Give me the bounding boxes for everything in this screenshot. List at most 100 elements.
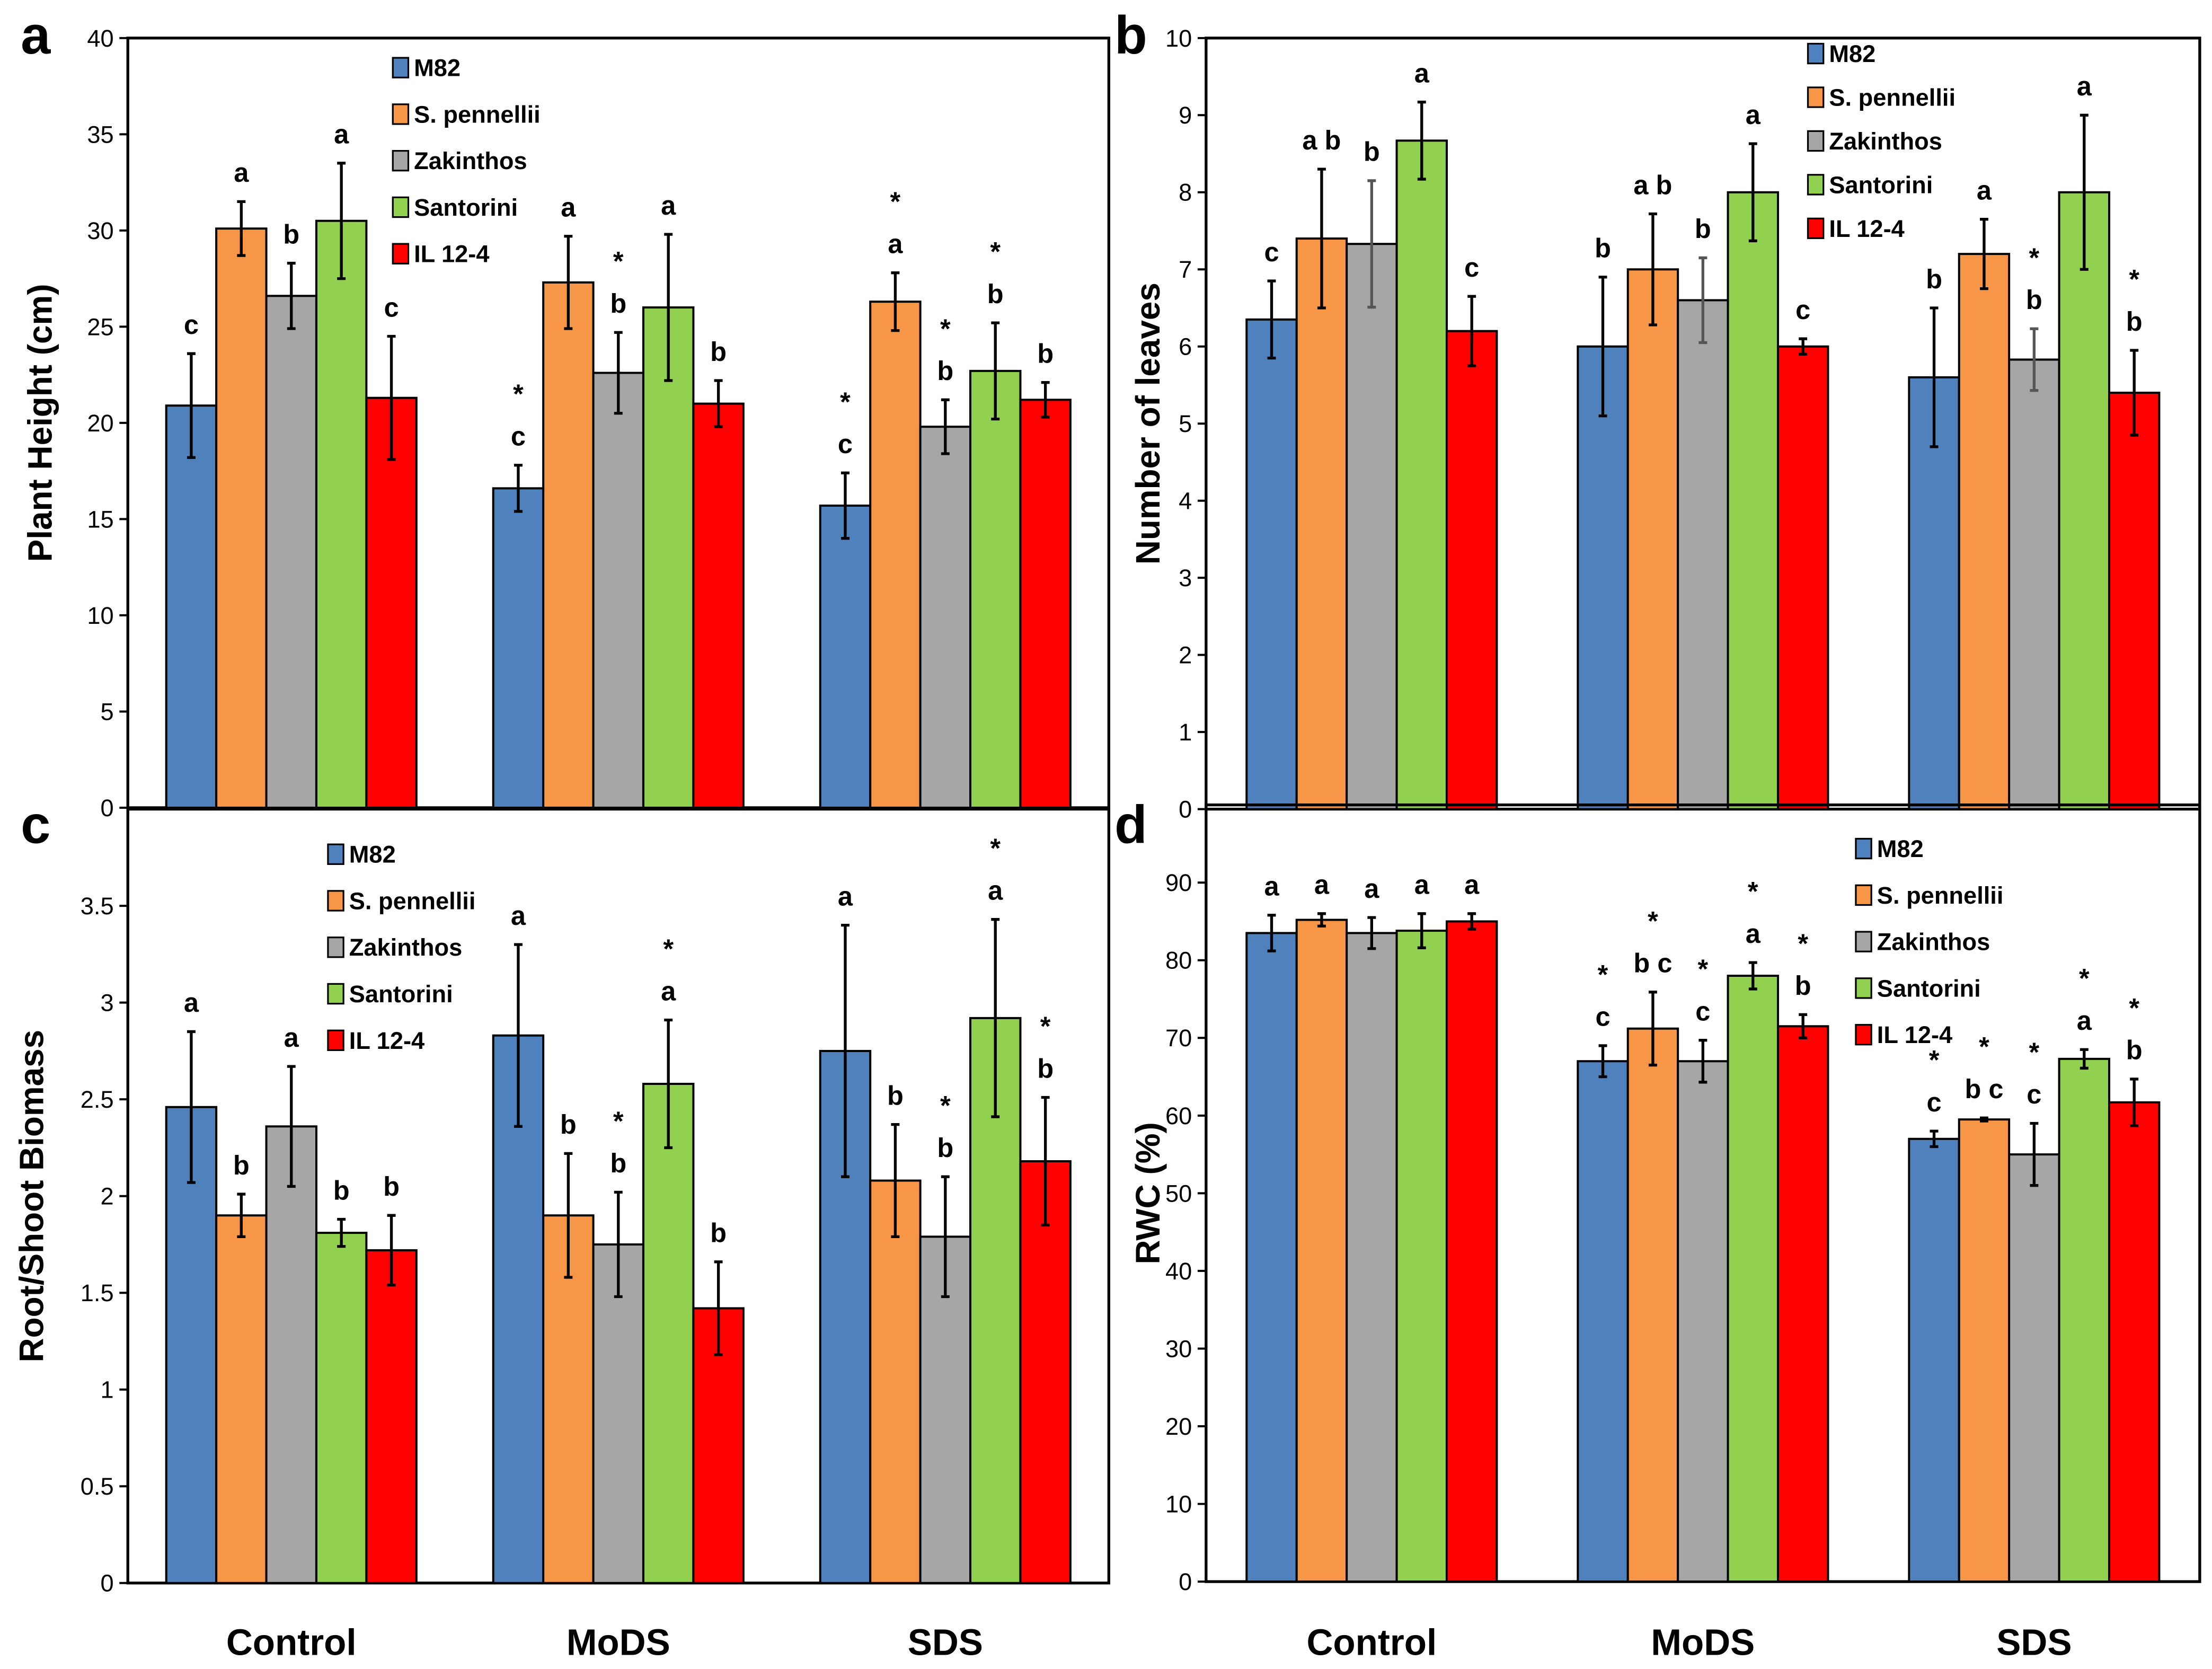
significance-asterisk: * (1598, 959, 1608, 990)
bar-il-12-4 (692, 402, 745, 809)
legend-swatch (392, 57, 410, 78)
y-tick-label: 5 (1179, 410, 1192, 437)
significance-letter: a (661, 190, 676, 220)
significance-asterisk: * (663, 933, 674, 964)
legend-swatch (327, 890, 344, 912)
y-tick-label: 20 (87, 410, 113, 437)
bar-m82 (492, 487, 545, 809)
significance-asterisk: * (940, 1090, 951, 1120)
y-tick-label: 20 (1165, 1413, 1192, 1440)
bar-m82 (1577, 1060, 1629, 1583)
bar-zakinthos (2008, 358, 2060, 810)
significance-asterisk: * (890, 187, 901, 217)
y-tick-label: 25 (87, 313, 113, 340)
panel-letter: c (21, 795, 50, 854)
bar-il-12-4 (365, 1249, 418, 1584)
legend-swatch (327, 1029, 344, 1052)
category-label: SDS (908, 1621, 983, 1663)
significance-letter: b (937, 356, 953, 386)
significance-letter: c (1464, 252, 1479, 282)
significance-asterisk: * (1648, 906, 1658, 936)
bar-santorini (642, 306, 695, 809)
bar-il-12-4 (1776, 1025, 1829, 1583)
significance-letter: c (384, 292, 399, 322)
significance-asterisk: * (940, 313, 951, 343)
bar-s-pennellii (542, 281, 595, 809)
bar-il-12-4 (1776, 345, 1829, 810)
legend-label: S. pennellii (414, 101, 541, 128)
significance-letter: b (987, 279, 1004, 309)
legend-label: IL 12-4 (414, 241, 489, 268)
y-tick-label: 80 (1165, 947, 1192, 974)
bar-santorini (1727, 975, 1779, 1583)
y-tick-label: 3 (100, 990, 113, 1017)
significance-asterisk: * (1929, 1045, 1940, 1075)
y-tick-label: 10 (1165, 25, 1192, 52)
significance-letter: a (1264, 871, 1279, 902)
legend-swatch (1807, 130, 1825, 152)
y-tick-label: 1 (100, 1376, 113, 1403)
significance-letter: c (1695, 996, 1710, 1026)
legend-swatch (1855, 884, 1872, 906)
y-tick-label: 5 (100, 698, 113, 725)
bar-s-pennellii (1626, 1027, 1679, 1583)
significance-letter: b (1037, 338, 1054, 368)
panel-a: a 0 5 10 15 20 25 30 35 40 Plant Height (cm) c a b a c c… (21, 6, 1110, 822)
significance-letter: a (1414, 58, 1430, 88)
bar-zakinthos (1677, 299, 1729, 810)
significance-letter: b (2126, 1035, 2143, 1065)
panel-letter: d (1114, 795, 1147, 854)
significance-asterisk: * (513, 379, 524, 409)
bar-santorini (1395, 139, 1448, 810)
bar-il-12-4 (2108, 1101, 2161, 1583)
significance-letter: b (383, 1171, 400, 1202)
significance-letter: b (2026, 285, 2042, 315)
y-tick-label: 60 (1165, 1102, 1192, 1129)
significance-letter: c (511, 421, 526, 452)
legend-swatch (1855, 977, 1872, 999)
legend-label: S. pennellii (349, 887, 476, 914)
significance-asterisk: * (1040, 1011, 1051, 1041)
y-axis-label: Root/Shoot Biomass (13, 1030, 51, 1363)
legend-label: M82 (1829, 40, 1875, 67)
significance-letter: b c (1633, 948, 1672, 978)
y-tick-label: 30 (1165, 1335, 1192, 1362)
legend-label: M82 (414, 55, 461, 82)
bar-s-pennellii (1958, 253, 2011, 810)
bar-m82 (1577, 345, 1629, 810)
legend-label: Santorini (349, 981, 453, 1008)
bar-santorini (642, 1082, 695, 1584)
bar-il-12-4 (2108, 392, 2161, 810)
significance-letter: a (1414, 870, 1430, 900)
bar-zakinthos (919, 426, 972, 809)
legend-swatch (392, 243, 410, 264)
category-label: MoDS (1651, 1621, 1755, 1663)
legend-label: M82 (349, 841, 396, 868)
y-tick-label: 35 (87, 121, 113, 148)
legend-swatch (1807, 42, 1825, 65)
y-tick-label: 3.5 (81, 893, 114, 920)
bar-zakinthos (592, 372, 644, 809)
y-tick-label: 2 (1179, 642, 1192, 669)
bar-s-pennellii (869, 1179, 922, 1584)
y-tick-label: 0 (1179, 1568, 1192, 1595)
bar-santorini (1727, 191, 1779, 810)
legend-label: M82 (1877, 835, 1924, 862)
category-label: Control (1306, 1621, 1437, 1663)
significance-letter: b (233, 1150, 250, 1180)
bar-zakinthos (1346, 243, 1398, 810)
bar-zakinthos (265, 1125, 317, 1584)
bar-zakinthos (265, 295, 317, 809)
significance-letter: b (1595, 233, 1611, 263)
significance-letter: c (184, 310, 199, 340)
significance-letter: a b (1302, 125, 1341, 155)
significance-asterisk: * (1748, 876, 1758, 906)
significance-asterisk: * (2129, 993, 2139, 1023)
legend-label: Zakinthos (349, 934, 462, 961)
y-tick-label: 50 (1165, 1180, 1192, 1207)
bar-santorini (2058, 191, 2110, 810)
significance-asterisk: * (2029, 242, 2040, 272)
y-tick-label: 40 (87, 25, 113, 52)
significance-letter: b (1695, 214, 1711, 244)
significance-letter: a (988, 875, 1003, 905)
